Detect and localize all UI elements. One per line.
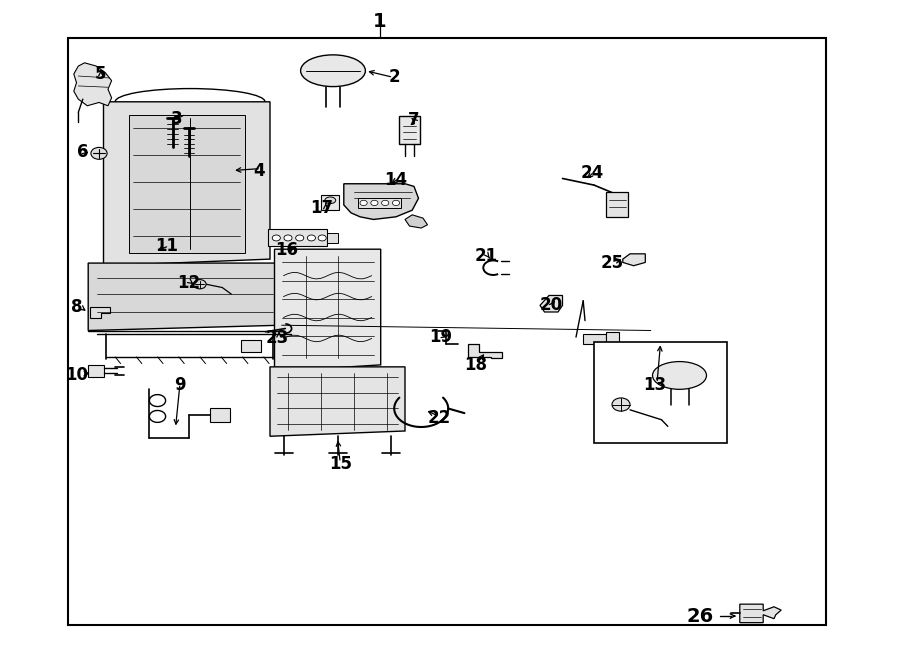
Ellipse shape — [284, 235, 292, 241]
Text: 9: 9 — [175, 375, 185, 394]
Bar — [268, 229, 327, 246]
Text: 8: 8 — [71, 298, 82, 317]
Bar — [594, 342, 727, 443]
Text: 21: 21 — [474, 247, 498, 266]
Bar — [606, 332, 619, 345]
Polygon shape — [740, 604, 781, 623]
Polygon shape — [270, 367, 405, 436]
Bar — [88, 365, 104, 377]
Polygon shape — [344, 184, 418, 219]
Ellipse shape — [612, 398, 630, 411]
Text: 5: 5 — [95, 65, 106, 83]
Text: 23: 23 — [266, 329, 289, 348]
Text: 2: 2 — [389, 68, 400, 87]
Ellipse shape — [319, 235, 326, 241]
Ellipse shape — [371, 200, 378, 206]
Text: 19: 19 — [429, 328, 453, 346]
Ellipse shape — [360, 200, 367, 206]
Ellipse shape — [652, 362, 706, 389]
Text: 1: 1 — [373, 12, 387, 30]
Text: 4: 4 — [254, 161, 265, 180]
Bar — [241, 340, 261, 352]
Text: 11: 11 — [155, 237, 178, 255]
Polygon shape — [405, 215, 428, 228]
Ellipse shape — [392, 200, 400, 206]
Text: 26: 26 — [687, 607, 714, 625]
Polygon shape — [274, 249, 381, 371]
Text: 25: 25 — [600, 254, 624, 272]
Text: 12: 12 — [177, 274, 201, 292]
Bar — [68, 38, 826, 625]
Text: 17: 17 — [310, 199, 334, 217]
Text: 16: 16 — [274, 241, 298, 259]
Ellipse shape — [295, 235, 304, 241]
Text: 10: 10 — [65, 366, 88, 385]
Text: 6: 6 — [77, 143, 88, 161]
Polygon shape — [468, 344, 502, 358]
Bar — [399, 116, 420, 144]
Text: 14: 14 — [384, 171, 408, 189]
Text: 7: 7 — [409, 111, 419, 130]
Bar — [129, 115, 245, 253]
Text: 13: 13 — [644, 375, 667, 394]
Text: 18: 18 — [464, 356, 487, 374]
Ellipse shape — [301, 55, 365, 87]
Ellipse shape — [272, 235, 281, 241]
Text: 24: 24 — [580, 164, 604, 182]
Text: 3: 3 — [171, 110, 182, 128]
Ellipse shape — [194, 280, 206, 289]
Polygon shape — [90, 307, 110, 318]
Polygon shape — [88, 263, 282, 330]
Text: 22: 22 — [428, 408, 451, 427]
Ellipse shape — [307, 235, 315, 241]
Bar — [358, 198, 401, 208]
Polygon shape — [104, 102, 270, 266]
Ellipse shape — [325, 197, 336, 204]
Bar — [606, 192, 628, 217]
Bar — [321, 195, 339, 210]
Ellipse shape — [91, 147, 107, 159]
Text: 15: 15 — [328, 455, 352, 473]
Text: 20: 20 — [539, 296, 562, 315]
Polygon shape — [623, 254, 645, 266]
Ellipse shape — [382, 200, 389, 206]
Bar — [583, 334, 606, 344]
Polygon shape — [74, 63, 112, 106]
Polygon shape — [540, 295, 562, 312]
Bar — [210, 408, 230, 422]
Bar — [327, 233, 338, 243]
